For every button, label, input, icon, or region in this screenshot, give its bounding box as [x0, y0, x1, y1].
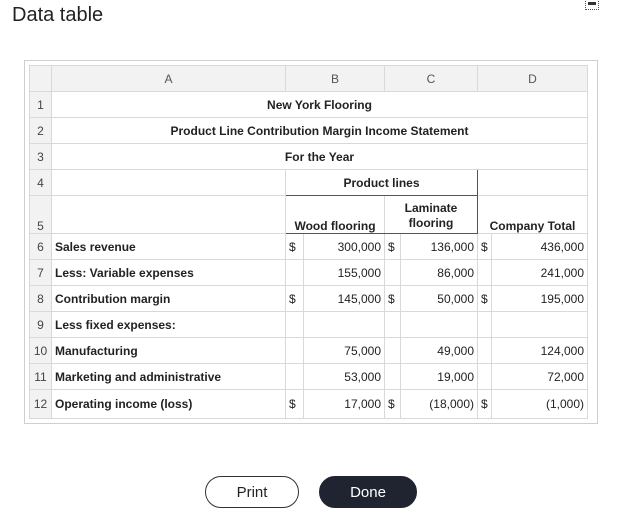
row-number: 10	[29, 337, 52, 364]
currency-sign: $	[384, 285, 401, 312]
empty-cell	[285, 337, 304, 364]
empty-cell	[384, 363, 401, 390]
operating-income-label: Operating income (loss)	[51, 389, 286, 419]
currency-sign: $	[285, 389, 304, 419]
data-table-frame	[24, 60, 598, 424]
table-row: 3 For the Year	[29, 143, 588, 170]
company-name: New York Flooring	[51, 91, 588, 118]
operating-laminate-value: (18,000)	[400, 389, 478, 419]
manufacturing-wood-value: 75,000	[303, 337, 385, 364]
currency-sign: $	[285, 233, 304, 260]
table-row: 9 Less fixed expenses:	[29, 311, 588, 338]
empty-cell	[400, 311, 478, 338]
marketing-wood-value: 53,000	[303, 363, 385, 390]
empty-cell	[477, 311, 492, 338]
row-number: 2	[29, 117, 52, 144]
statement-period: For the Year	[51, 143, 588, 170]
laminate-header-line2: flooring	[408, 216, 454, 230]
contribution-total-value: 195,000	[491, 285, 588, 312]
row-number: 8	[29, 285, 52, 312]
company-total-header: Company Total	[477, 195, 588, 234]
laminate-flooring-header: Laminate flooring	[384, 195, 478, 234]
currency-sign: $	[384, 389, 401, 419]
empty-cell	[477, 363, 492, 390]
table-row: 4 Product lines	[29, 169, 588, 196]
empty-cell	[285, 363, 304, 390]
row-number: 5	[29, 195, 52, 234]
marketing-admin-label: Marketing and administrative	[51, 363, 286, 390]
manufacturing-laminate-value: 49,000	[400, 337, 478, 364]
currency-sign: $	[285, 285, 304, 312]
table-row: 2 Product Line Contribution Margin Incom…	[29, 117, 588, 144]
row-number: 4	[29, 169, 52, 196]
marketing-laminate-value: 19,000	[400, 363, 478, 390]
statement-title: Product Line Contribution Margin Income …	[51, 117, 588, 144]
sales-total-value: 436,000	[491, 233, 588, 260]
dialog-title: Data table	[12, 4, 104, 26]
empty-cell	[303, 311, 385, 338]
table-row: 10 Manufacturing 75,000 49,000 124,000	[29, 337, 588, 364]
data-table: A B C D 1 New York Flooring 2 Product Li…	[29, 65, 588, 419]
row-number: 1	[29, 91, 52, 118]
done-button[interactable]: Done	[319, 476, 417, 508]
table-row: 11 Marketing and administrative 53,000 1…	[29, 363, 588, 390]
empty-cell	[51, 169, 286, 196]
laminate-header-line1: Laminate	[404, 201, 458, 215]
operating-total-value: (1,000)	[491, 389, 588, 419]
contribution-margin-label: Contribution margin	[51, 285, 286, 312]
empty-cell	[491, 311, 588, 338]
column-header-row: A B C D	[29, 65, 588, 92]
currency-sign: $	[477, 389, 492, 419]
marketing-total-value: 72,000	[491, 363, 588, 390]
table-row: 7 Less: Variable expenses 155,000 86,000…	[29, 259, 588, 286]
column-header-c: C	[384, 65, 478, 92]
currency-sign: $	[477, 233, 492, 260]
row-number: 6	[29, 233, 52, 260]
product-lines-header: Product lines	[285, 169, 478, 196]
table-row: 5 Wood flooring Laminate flooring Compan…	[29, 195, 588, 234]
manufacturing-total-value: 124,000	[491, 337, 588, 364]
column-header-d: D	[477, 65, 588, 92]
variable-wood-value: 155,000	[303, 259, 385, 286]
empty-cell	[477, 337, 492, 364]
sales-wood-value: 300,000	[303, 233, 385, 260]
empty-cell	[477, 169, 588, 196]
currency-sign: $	[384, 233, 401, 260]
print-button[interactable]: Print	[205, 476, 299, 508]
table-row: 12 Operating income (loss) $ 17,000 $ (1…	[29, 389, 588, 419]
wood-flooring-header: Wood flooring	[285, 195, 385, 234]
empty-cell	[285, 311, 304, 338]
operating-wood-value: 17,000	[303, 389, 385, 419]
currency-sign: $	[477, 285, 492, 312]
column-header-b: B	[285, 65, 385, 92]
row-number: 12	[29, 389, 52, 419]
empty-cell	[384, 259, 401, 286]
empty-cell	[384, 337, 401, 364]
empty-cell	[51, 195, 286, 234]
manufacturing-label: Manufacturing	[51, 337, 286, 364]
table-row: 6 Sales revenue $ 300,000 $ 136,000 $ 43…	[29, 233, 588, 260]
variable-expenses-label: Less: Variable expenses	[51, 259, 286, 286]
table-row: 1 New York Flooring	[29, 91, 588, 118]
empty-cell	[285, 259, 304, 286]
corner-cell	[29, 65, 52, 92]
row-number: 7	[29, 259, 52, 286]
empty-cell	[477, 259, 492, 286]
sales-revenue-label: Sales revenue	[51, 233, 286, 260]
column-header-a: A	[51, 65, 286, 92]
row-number: 11	[29, 363, 52, 390]
variable-laminate-value: 86,000	[400, 259, 478, 286]
row-number: 3	[29, 143, 52, 170]
window-control-icon[interactable]	[585, 0, 599, 10]
contribution-wood-value: 145,000	[303, 285, 385, 312]
contribution-laminate-value: 50,000	[400, 285, 478, 312]
empty-cell	[384, 311, 401, 338]
row-number: 9	[29, 311, 52, 338]
sales-laminate-value: 136,000	[400, 233, 478, 260]
table-row: 8 Contribution margin $ 145,000 $ 50,000…	[29, 285, 588, 312]
variable-total-value: 241,000	[491, 259, 588, 286]
fixed-expenses-label: Less fixed expenses:	[51, 311, 286, 338]
